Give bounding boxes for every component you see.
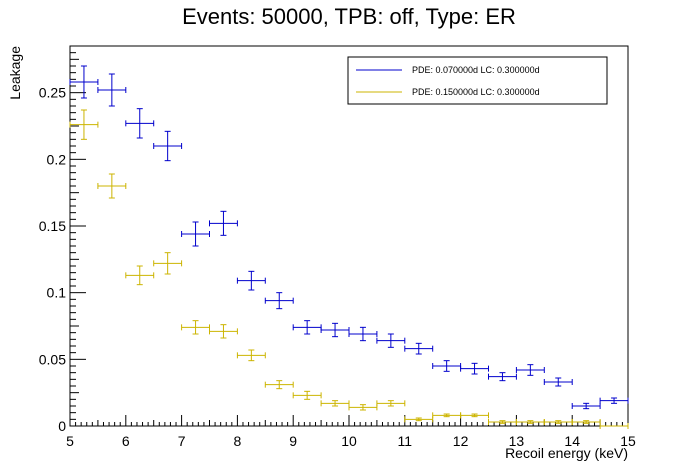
data-point	[404, 416, 434, 423]
y-axis: 0 0.05 0.1 0.15 0.2 0.25	[39, 52, 86, 434]
y-tick-label: 0.05	[39, 351, 66, 367]
data-point	[69, 109, 99, 140]
data-point	[599, 397, 629, 404]
data-point	[488, 419, 517, 425]
data-point	[571, 419, 601, 425]
data-point	[153, 252, 183, 275]
data-point	[376, 333, 406, 348]
x-tick-label: 5	[66, 433, 74, 449]
x-tick-label: 13	[509, 433, 525, 449]
y-axis-label: Leakage	[7, 46, 23, 100]
data-point	[69, 65, 99, 99]
data-point	[460, 412, 489, 419]
data-point	[264, 380, 294, 390]
x-tick-label: 6	[122, 433, 130, 449]
y-tick-label: 0.2	[47, 151, 67, 167]
y-tick-label: 0.25	[39, 85, 66, 101]
data-point	[181, 320, 210, 335]
data-point	[348, 404, 378, 411]
data-point	[376, 400, 406, 407]
data-point	[515, 419, 545, 425]
data-point	[404, 342, 434, 355]
x-axis-label: Recoil energy (keV)	[505, 445, 628, 461]
series-1	[69, 65, 629, 410]
data-point	[348, 326, 378, 342]
x-tick-label: 10	[341, 433, 357, 449]
data-point	[320, 322, 350, 338]
data-point	[515, 364, 545, 376]
data-point	[209, 210, 238, 236]
data-point	[97, 73, 127, 107]
data-point	[125, 265, 155, 286]
x-tick-label: 15	[620, 433, 636, 449]
series-layer	[69, 65, 629, 429]
data-point	[432, 412, 462, 419]
y-tick-label: 0.15	[39, 218, 66, 234]
data-point	[599, 423, 629, 429]
data-point	[181, 221, 210, 247]
legend-label-series-2: PDE: 0.150000d LC: 0.300000d	[412, 87, 540, 97]
data-point	[264, 292, 294, 310]
data-point	[236, 270, 266, 291]
series-2	[69, 109, 629, 429]
y-tick-label: 0	[58, 418, 66, 434]
x-tick-label: 14	[564, 433, 580, 449]
data-point	[543, 377, 573, 387]
data-point	[292, 320, 322, 335]
data-point	[97, 173, 127, 199]
x-tick-label: 12	[453, 433, 469, 449]
x-axis: 5 6 7 8 9 10 11 12 13 14 15	[66, 415, 636, 449]
x-tick-label: 7	[178, 433, 186, 449]
data-point	[209, 324, 238, 339]
data-point	[543, 419, 573, 425]
data-point	[236, 349, 266, 362]
data-point	[292, 390, 322, 400]
legend: PDE: 0.070000d LC: 0.300000d PDE: 0.1500…	[347, 56, 608, 105]
data-point	[571, 402, 601, 410]
legend-box	[347, 56, 608, 105]
legend-label-series-1: PDE: 0.070000d LC: 0.300000d	[412, 65, 540, 75]
chart-title: Events: 50000, TPB: off, Type: ER	[182, 4, 516, 29]
x-tick-label: 11	[398, 433, 413, 449]
data-point	[153, 130, 183, 162]
data-point	[432, 360, 462, 372]
data-point	[488, 372, 517, 382]
x-tick-label: 9	[289, 433, 297, 449]
data-point	[125, 108, 155, 139]
y-tick-label: 0.1	[47, 285, 67, 301]
data-point	[320, 400, 350, 407]
x-tick-label: 8	[234, 433, 242, 449]
data-point	[460, 362, 489, 375]
